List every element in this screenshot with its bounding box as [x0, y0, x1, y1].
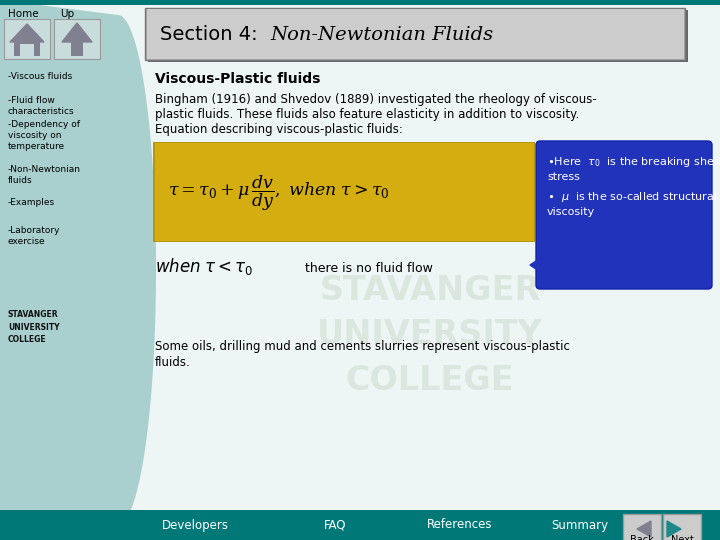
- Text: References: References: [427, 518, 492, 531]
- Text: $\bullet$  $\mu$  is the so-called structural: $\bullet$ $\mu$ is the so-called structu…: [547, 190, 717, 204]
- Text: Summary: Summary: [552, 518, 608, 531]
- FancyBboxPatch shape: [155, 143, 534, 241]
- FancyBboxPatch shape: [663, 514, 701, 540]
- FancyBboxPatch shape: [148, 10, 688, 62]
- Polygon shape: [0, 0, 156, 540]
- FancyBboxPatch shape: [14, 38, 40, 56]
- Text: Up: Up: [60, 9, 74, 19]
- Text: $\bullet$Here  $\tau_0$  is the breaking shear: $\bullet$Here $\tau_0$ is the breaking s…: [547, 155, 720, 169]
- Text: there is no fluid flow: there is no fluid flow: [305, 262, 433, 275]
- Text: COLLEGE: COLLEGE: [346, 363, 514, 396]
- Text: UNIVERSITY: UNIVERSITY: [317, 319, 543, 352]
- Text: -Viscous fluids: -Viscous fluids: [8, 72, 72, 81]
- Text: FAQ: FAQ: [324, 518, 346, 531]
- Polygon shape: [530, 255, 545, 275]
- Polygon shape: [62, 23, 92, 42]
- FancyBboxPatch shape: [54, 19, 100, 59]
- Text: -Laboratory
exercise: -Laboratory exercise: [8, 226, 60, 246]
- Polygon shape: [667, 521, 681, 537]
- Text: -Fluid flow
characteristics: -Fluid flow characteristics: [8, 96, 75, 116]
- Polygon shape: [10, 24, 44, 42]
- FancyBboxPatch shape: [153, 142, 535, 242]
- FancyBboxPatch shape: [0, 0, 720, 5]
- Text: Some oils, drilling mud and cements slurries represent viscous-plastic: Some oils, drilling mud and cements slur…: [155, 340, 570, 353]
- Text: $when\;\tau < \tau_0$: $when\;\tau < \tau_0$: [155, 256, 253, 277]
- FancyBboxPatch shape: [20, 44, 34, 56]
- Text: Non-Newtonian Fluids: Non-Newtonian Fluids: [270, 26, 493, 44]
- FancyBboxPatch shape: [145, 8, 685, 60]
- Text: $\tau = \tau_0 + \mu\,\dfrac{dv}{dy},\;when\;\tau > \tau_0$: $\tau = \tau_0 + \mu\,\dfrac{dv}{dy},\;w…: [168, 173, 390, 213]
- FancyBboxPatch shape: [147, 9, 684, 59]
- Text: -Examples: -Examples: [8, 198, 55, 207]
- FancyBboxPatch shape: [4, 19, 50, 59]
- FancyBboxPatch shape: [623, 514, 661, 540]
- Text: -Non-Newtonian
fluids: -Non-Newtonian fluids: [8, 165, 81, 185]
- Polygon shape: [637, 521, 651, 537]
- Text: Back: Back: [630, 535, 654, 540]
- Text: Bingham (1916) and Shvedov (1889) investigated the rheology of viscous-: Bingham (1916) and Shvedov (1889) invest…: [155, 93, 597, 106]
- Text: viscosity: viscosity: [547, 207, 595, 217]
- Text: Developers: Developers: [161, 518, 228, 531]
- Text: Section 4:: Section 4:: [160, 25, 270, 44]
- Text: STAVANGER
UNIVERSITY
COLLEGE: STAVANGER UNIVERSITY COLLEGE: [8, 310, 60, 344]
- Text: Next: Next: [670, 535, 693, 540]
- Text: plastic fluids. These fluids also feature elasticity in addition to viscosity.: plastic fluids. These fluids also featur…: [155, 108, 580, 121]
- Text: -Dependency of
viscosity on
temperature: -Dependency of viscosity on temperature: [8, 120, 80, 151]
- FancyBboxPatch shape: [71, 42, 83, 56]
- Text: Equation describing viscous-plastic fluids:: Equation describing viscous-plastic flui…: [155, 123, 403, 136]
- Text: STAVANGER: STAVANGER: [320, 273, 541, 307]
- Text: stress: stress: [547, 172, 580, 182]
- FancyBboxPatch shape: [536, 141, 712, 289]
- Text: fluids.: fluids.: [155, 356, 191, 369]
- Text: Viscous-Plastic fluids: Viscous-Plastic fluids: [155, 72, 320, 86]
- FancyBboxPatch shape: [0, 510, 720, 540]
- Text: Home: Home: [8, 9, 39, 19]
